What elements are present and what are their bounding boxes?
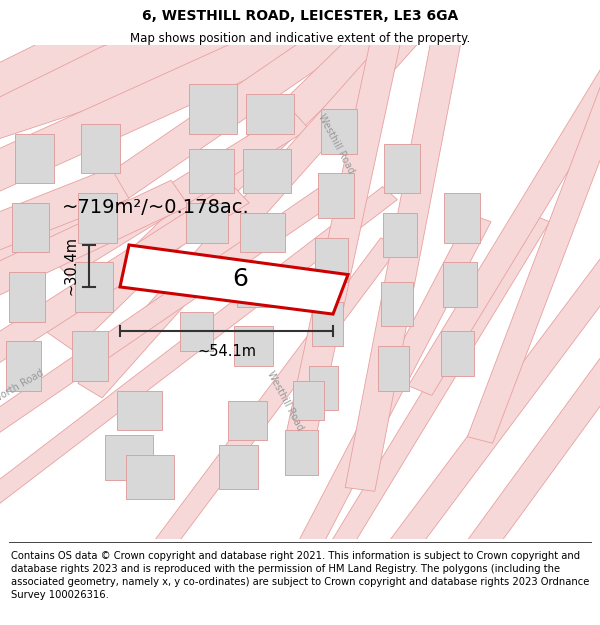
Bar [189, 84, 237, 134]
Polygon shape [0, 186, 338, 448]
Bar [219, 445, 258, 489]
Polygon shape [141, 238, 399, 568]
Text: ~30.4m: ~30.4m [64, 236, 78, 296]
Polygon shape [0, 180, 189, 305]
Polygon shape [51, 109, 309, 277]
Bar [243, 149, 291, 193]
Bar [315, 238, 348, 282]
Bar [312, 302, 343, 346]
Bar [318, 173, 354, 218]
Bar [12, 203, 49, 252]
Text: Letchworth Road: Letchworth Road [0, 368, 46, 418]
Bar [240, 213, 285, 253]
Bar [9, 272, 45, 321]
Bar [189, 149, 234, 193]
Text: 6, WESTHILL ROAD, LEICESTER, LE3 6GA: 6, WESTHILL ROAD, LEICESTER, LE3 6GA [142, 9, 458, 23]
Bar [237, 267, 279, 307]
Bar [321, 109, 357, 154]
Bar [78, 193, 117, 242]
Polygon shape [408, 40, 600, 396]
Text: ~54.1m: ~54.1m [197, 344, 256, 359]
Bar [285, 430, 318, 474]
Polygon shape [78, 13, 432, 398]
Polygon shape [0, 8, 129, 107]
Bar [228, 401, 267, 440]
Text: ~719m²/~0.178ac.: ~719m²/~0.178ac. [62, 199, 250, 217]
Bar [180, 312, 213, 351]
Polygon shape [0, 4, 341, 200]
Bar [444, 193, 480, 242]
Polygon shape [0, 187, 397, 521]
Text: 6: 6 [232, 266, 248, 291]
Bar [117, 391, 162, 430]
Polygon shape [320, 214, 550, 568]
Bar [381, 282, 413, 326]
Bar [126, 455, 174, 499]
Bar [383, 213, 417, 258]
Bar [234, 326, 273, 366]
Polygon shape [285, 18, 405, 442]
Polygon shape [120, 245, 348, 314]
Polygon shape [455, 335, 600, 570]
Polygon shape [0, 0, 282, 144]
Polygon shape [0, 168, 129, 258]
Polygon shape [467, 42, 600, 443]
Text: Westhill Road: Westhill Road [316, 112, 356, 175]
Polygon shape [345, 18, 465, 491]
Bar [15, 134, 54, 183]
Bar [183, 258, 221, 292]
Polygon shape [377, 236, 600, 570]
Polygon shape [0, 183, 249, 376]
Bar [105, 435, 153, 479]
Text: Contains OS data © Crown copyright and database right 2021. This information is : Contains OS data © Crown copyright and d… [11, 551, 589, 601]
Text: Map shows position and indicative extent of the property.: Map shows position and indicative extent… [130, 32, 470, 46]
Bar [441, 331, 474, 376]
Polygon shape [289, 214, 491, 568]
Polygon shape [46, 11, 404, 351]
Bar [384, 144, 420, 193]
Bar [72, 331, 108, 381]
Bar [378, 346, 409, 391]
Bar [75, 262, 113, 312]
Bar [246, 94, 294, 134]
Bar [293, 381, 324, 420]
Polygon shape [0, 9, 371, 279]
Bar [81, 124, 120, 173]
Bar [6, 341, 41, 391]
Bar [186, 203, 228, 242]
Bar [443, 262, 477, 307]
Bar [309, 366, 338, 411]
Text: Westhill Road: Westhill Road [265, 369, 305, 432]
